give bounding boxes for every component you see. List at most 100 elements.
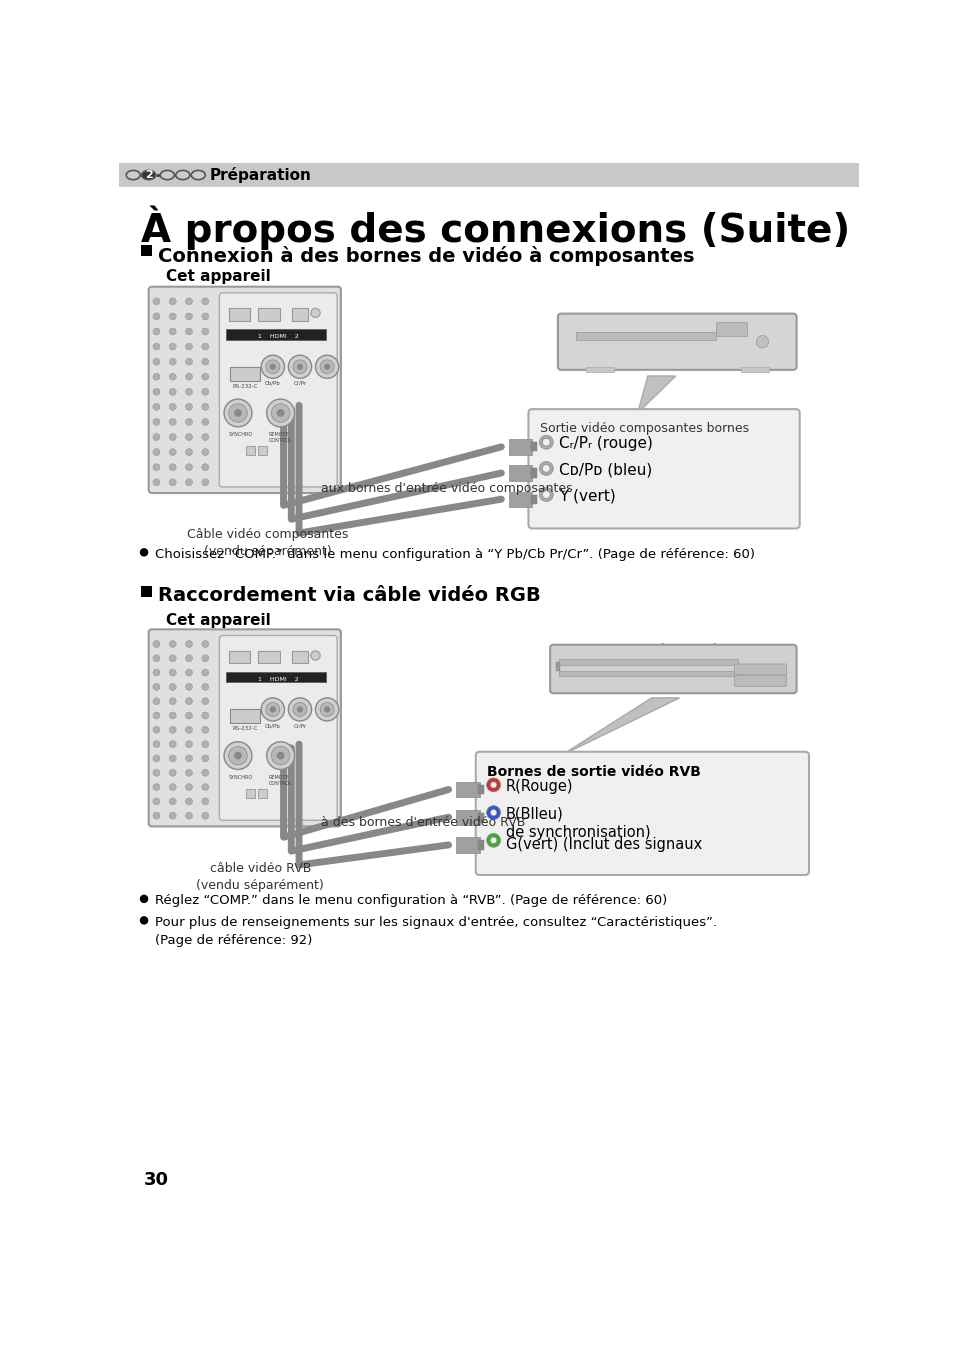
Text: 1    HDMI    2: 1 HDMI 2: [257, 335, 298, 339]
Bar: [119, 163, 858, 187]
Circle shape: [296, 363, 303, 370]
Circle shape: [288, 355, 312, 378]
Text: de synchronisation): de synchronisation): [505, 824, 650, 839]
Circle shape: [224, 742, 252, 769]
Circle shape: [202, 797, 209, 805]
Ellipse shape: [178, 172, 187, 178]
Circle shape: [486, 834, 500, 848]
Circle shape: [202, 755, 209, 762]
Circle shape: [271, 746, 290, 765]
Bar: [230, 709, 259, 723]
Text: Cet appareil: Cet appareil: [166, 268, 271, 283]
Ellipse shape: [129, 172, 137, 178]
Circle shape: [152, 769, 160, 776]
FancyBboxPatch shape: [550, 644, 796, 693]
Text: RS-232-C: RS-232-C: [232, 384, 257, 389]
Circle shape: [202, 328, 209, 335]
Bar: [258, 789, 267, 797]
Bar: [229, 308, 250, 320]
Circle shape: [293, 702, 307, 716]
Circle shape: [152, 755, 160, 762]
Ellipse shape: [162, 172, 172, 178]
Circle shape: [311, 651, 320, 660]
Circle shape: [270, 363, 275, 370]
Circle shape: [185, 403, 193, 411]
Circle shape: [185, 419, 193, 426]
Circle shape: [152, 373, 160, 380]
Bar: [477, 812, 484, 822]
Circle shape: [185, 343, 193, 350]
Circle shape: [169, 740, 176, 747]
Circle shape: [152, 434, 160, 441]
Text: REMOTE
CONTROL: REMOTE CONTROL: [269, 774, 293, 785]
Circle shape: [542, 491, 550, 499]
Circle shape: [542, 465, 550, 472]
Text: Réglez “COMP.” dans le menu configuration à “RVB”. (Page de référence: 60): Réglez “COMP.” dans le menu configuratio…: [154, 894, 666, 907]
Circle shape: [152, 712, 160, 719]
FancyBboxPatch shape: [558, 313, 796, 370]
Text: Cr/Pr: Cr/Pr: [294, 723, 306, 728]
FancyBboxPatch shape: [219, 293, 336, 487]
Circle shape: [324, 363, 330, 370]
Circle shape: [202, 683, 209, 690]
Circle shape: [202, 784, 209, 791]
Circle shape: [169, 373, 176, 380]
Circle shape: [152, 328, 160, 335]
Bar: [576, 332, 716, 340]
FancyBboxPatch shape: [734, 675, 785, 686]
Circle shape: [756, 335, 768, 348]
Circle shape: [152, 403, 160, 411]
Circle shape: [202, 419, 209, 426]
Text: Appareil équipé d'une
sortie RVB: Appareil équipé d'une sortie RVB: [570, 644, 776, 686]
Circle shape: [202, 464, 209, 471]
Ellipse shape: [193, 172, 203, 178]
Circle shape: [152, 419, 160, 426]
Circle shape: [202, 479, 209, 485]
Text: Lecteur BD/DVD: Lecteur BD/DVD: [601, 313, 751, 331]
Circle shape: [169, 449, 176, 456]
Circle shape: [266, 359, 279, 374]
Circle shape: [152, 640, 160, 647]
Ellipse shape: [142, 171, 155, 179]
Circle shape: [261, 698, 284, 721]
Circle shape: [185, 683, 193, 690]
Text: 1    HDMI    2: 1 HDMI 2: [257, 677, 298, 682]
Circle shape: [140, 917, 148, 925]
Circle shape: [276, 751, 284, 759]
Bar: [141, 245, 152, 256]
Circle shape: [202, 698, 209, 705]
Circle shape: [185, 712, 193, 719]
Circle shape: [315, 355, 338, 378]
Text: 30: 30: [144, 1172, 169, 1189]
Bar: [226, 671, 326, 682]
Circle shape: [288, 698, 312, 721]
Text: SYNCHRO: SYNCHRO: [229, 774, 253, 780]
Circle shape: [185, 373, 193, 380]
Circle shape: [169, 328, 176, 335]
Circle shape: [169, 388, 176, 395]
Ellipse shape: [175, 171, 190, 179]
Bar: [229, 651, 250, 663]
Polygon shape: [560, 698, 679, 755]
Circle shape: [185, 755, 193, 762]
Circle shape: [185, 698, 193, 705]
Circle shape: [169, 434, 176, 441]
Bar: [558, 671, 737, 675]
Circle shape: [185, 769, 193, 776]
Circle shape: [152, 740, 160, 747]
Circle shape: [152, 698, 160, 705]
Bar: [716, 323, 746, 336]
Circle shape: [152, 464, 160, 471]
Circle shape: [185, 812, 193, 819]
Circle shape: [202, 434, 209, 441]
Bar: [258, 446, 267, 456]
Circle shape: [538, 435, 553, 449]
Circle shape: [296, 706, 303, 712]
Circle shape: [320, 702, 334, 716]
Circle shape: [233, 751, 242, 759]
Circle shape: [185, 740, 193, 747]
Circle shape: [185, 358, 193, 365]
Circle shape: [229, 404, 247, 422]
Bar: [558, 659, 737, 664]
Circle shape: [202, 740, 209, 747]
